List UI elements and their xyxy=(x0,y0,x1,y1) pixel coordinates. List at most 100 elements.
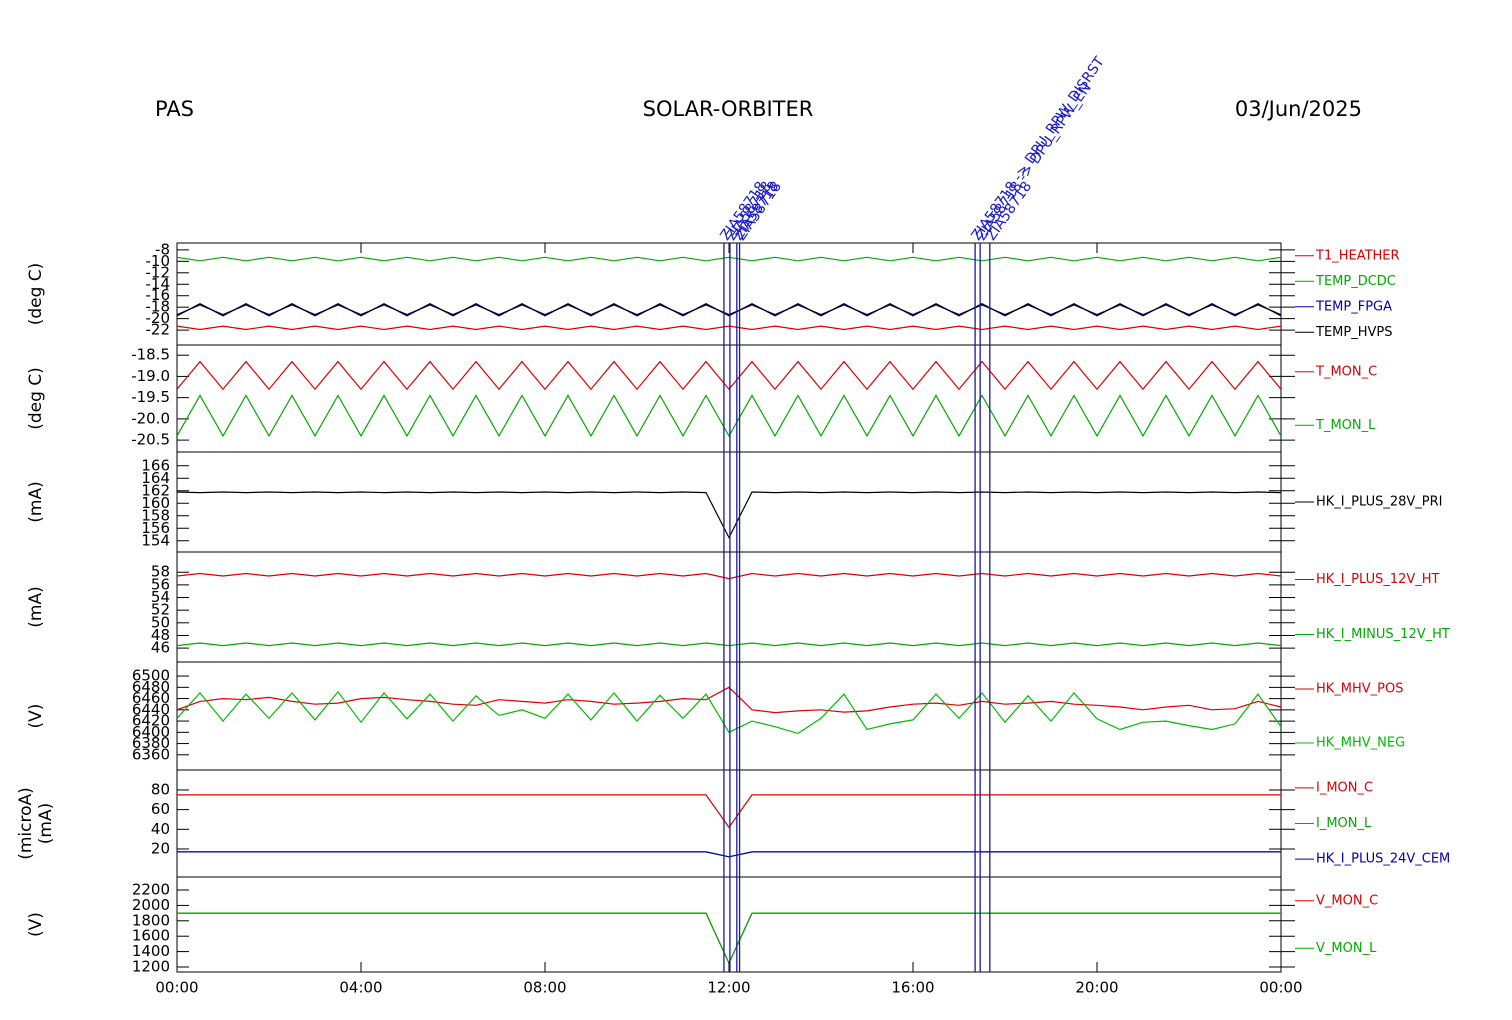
y-tick-label: 154 xyxy=(141,531,170,549)
legend-label: I_MON_L xyxy=(1316,816,1372,831)
y-tick-label: 54 xyxy=(151,588,170,606)
legend-label: HK_I_PLUS_28V_PRI xyxy=(1316,495,1442,510)
legend-label: HK_I_PLUS_24V_CEM xyxy=(1316,852,1450,867)
series-line xyxy=(177,394,1281,438)
panel-frame xyxy=(176,876,1282,973)
y-tick-label: 6480 xyxy=(132,678,170,696)
series-line xyxy=(177,304,1281,316)
y-tick-label: 52 xyxy=(151,601,170,619)
series-line xyxy=(177,256,1281,262)
x-tick-label: 00:00 xyxy=(155,979,198,997)
y-tick-label: 2200 xyxy=(132,881,170,899)
y-tick-label: 6500 xyxy=(132,667,170,685)
y-tick-label: 6400 xyxy=(132,723,170,741)
y-tick-label: 58 xyxy=(151,563,170,581)
panel-frame xyxy=(176,769,1282,878)
y-tick-label: 1200 xyxy=(132,957,170,975)
y-axis-label: (deg C) xyxy=(26,367,46,430)
y-tick-label: 158 xyxy=(141,506,170,524)
y-axis-label: (microA) xyxy=(16,787,36,860)
y-tick-label: 6420 xyxy=(132,712,170,730)
legend-label: HK_MHV_NEG xyxy=(1316,736,1405,751)
legend-label: TEMP_FPGA xyxy=(1315,299,1392,314)
series-line xyxy=(177,325,1281,331)
y-axis-label: (mA) xyxy=(36,803,56,844)
series-line xyxy=(177,360,1281,391)
x-tick-label: 08:00 xyxy=(523,979,566,997)
y-tick-label: 1800 xyxy=(132,911,170,929)
legend-label: HK_MHV_POS xyxy=(1316,682,1404,697)
y-axis-label: (V) xyxy=(26,704,46,729)
y-tick-label: 1600 xyxy=(132,927,170,945)
y-tick-label: -8 xyxy=(155,240,170,258)
y-axis-label: (mA) xyxy=(26,586,46,627)
series-line xyxy=(177,303,1281,317)
y-tick-label: -20 xyxy=(146,309,171,327)
series-line xyxy=(177,690,1281,735)
header-left: PAS xyxy=(155,97,194,121)
legend-label: HK_I_MINUS_12V_HT xyxy=(1316,627,1450,642)
series-line xyxy=(177,572,1281,580)
y-tick-label: 46 xyxy=(151,639,170,657)
y-tick-label: -10 xyxy=(146,252,171,270)
y-tick-label: 162 xyxy=(141,481,170,499)
legend-label: TEMP_DCDC xyxy=(1315,274,1396,289)
y-axis-label: (mA) xyxy=(26,481,46,522)
legend-label: T_MON_C xyxy=(1315,364,1377,379)
y-tick-label: 6440 xyxy=(132,700,170,718)
legend-label: T1_HEATHER xyxy=(1315,248,1400,263)
y-tick-label: 48 xyxy=(151,626,170,644)
y-tick-label: -20.5 xyxy=(131,431,170,449)
series-line xyxy=(177,912,1281,965)
x-tick-label: 20:00 xyxy=(1075,979,1118,997)
y-tick-label: 6360 xyxy=(132,745,170,763)
panel-frame xyxy=(176,661,1282,771)
y-tick-label: 60 xyxy=(151,800,170,818)
y-tick-label: -20.0 xyxy=(131,409,170,427)
series-line xyxy=(177,491,1281,539)
y-tick-label: 156 xyxy=(141,519,170,537)
y-tick-label: -19.0 xyxy=(131,367,170,385)
legend-label: HK_I_PLUS_12V_HT xyxy=(1316,572,1440,587)
y-tick-label: -18.5 xyxy=(131,346,170,364)
legend-label: T_MON_L xyxy=(1315,418,1376,433)
y-axis-label: (V) xyxy=(26,912,46,937)
x-tick-label: 04:00 xyxy=(339,979,382,997)
x-tick-label: 12:00 xyxy=(707,979,750,997)
y-tick-label: 160 xyxy=(141,494,170,512)
y-tick-label: 164 xyxy=(141,469,170,487)
y-tick-label: 56 xyxy=(151,575,170,593)
series-line xyxy=(177,851,1281,858)
legend-label: I_MON_C xyxy=(1316,780,1373,795)
legend-label: V_MON_C xyxy=(1316,893,1378,908)
y-tick-label: 1400 xyxy=(132,942,170,960)
y-tick-label: 20 xyxy=(151,839,170,857)
header-center: SOLAR-ORBITER xyxy=(643,97,814,121)
y-tick-label: 50 xyxy=(151,613,170,631)
series-line xyxy=(177,642,1281,647)
x-tick-label: 00:00 xyxy=(1259,979,1302,997)
series-line xyxy=(177,912,1281,965)
y-axis-label: (deg C) xyxy=(26,263,46,326)
series-line xyxy=(177,851,1281,858)
y-tick-label: 6460 xyxy=(132,689,170,707)
y-tick-label: -19.5 xyxy=(131,388,170,406)
y-tick-label: -16 xyxy=(146,286,171,304)
series-line xyxy=(177,686,1281,714)
x-tick-label: 16:00 xyxy=(891,979,934,997)
legend-label: TEMP_HVPS xyxy=(1315,325,1392,340)
y-tick-label: -18 xyxy=(146,298,171,316)
y-tick-label: -14 xyxy=(146,275,171,293)
y-tick-label: 166 xyxy=(141,456,170,474)
y-tick-label: -12 xyxy=(146,263,171,281)
y-tick-label: 40 xyxy=(151,820,170,838)
y-tick-label: 6380 xyxy=(132,734,170,752)
legend-label: V_MON_L xyxy=(1316,941,1377,956)
y-tick-label: 80 xyxy=(151,780,170,798)
event-label: ZIA58718 -> DPU_RPW_EN xyxy=(974,80,1095,243)
y-tick-label: -22 xyxy=(146,321,171,339)
header-right: 03/Jun/2025 xyxy=(1235,97,1362,121)
series-line xyxy=(177,794,1281,829)
panel-frame xyxy=(176,242,1282,346)
